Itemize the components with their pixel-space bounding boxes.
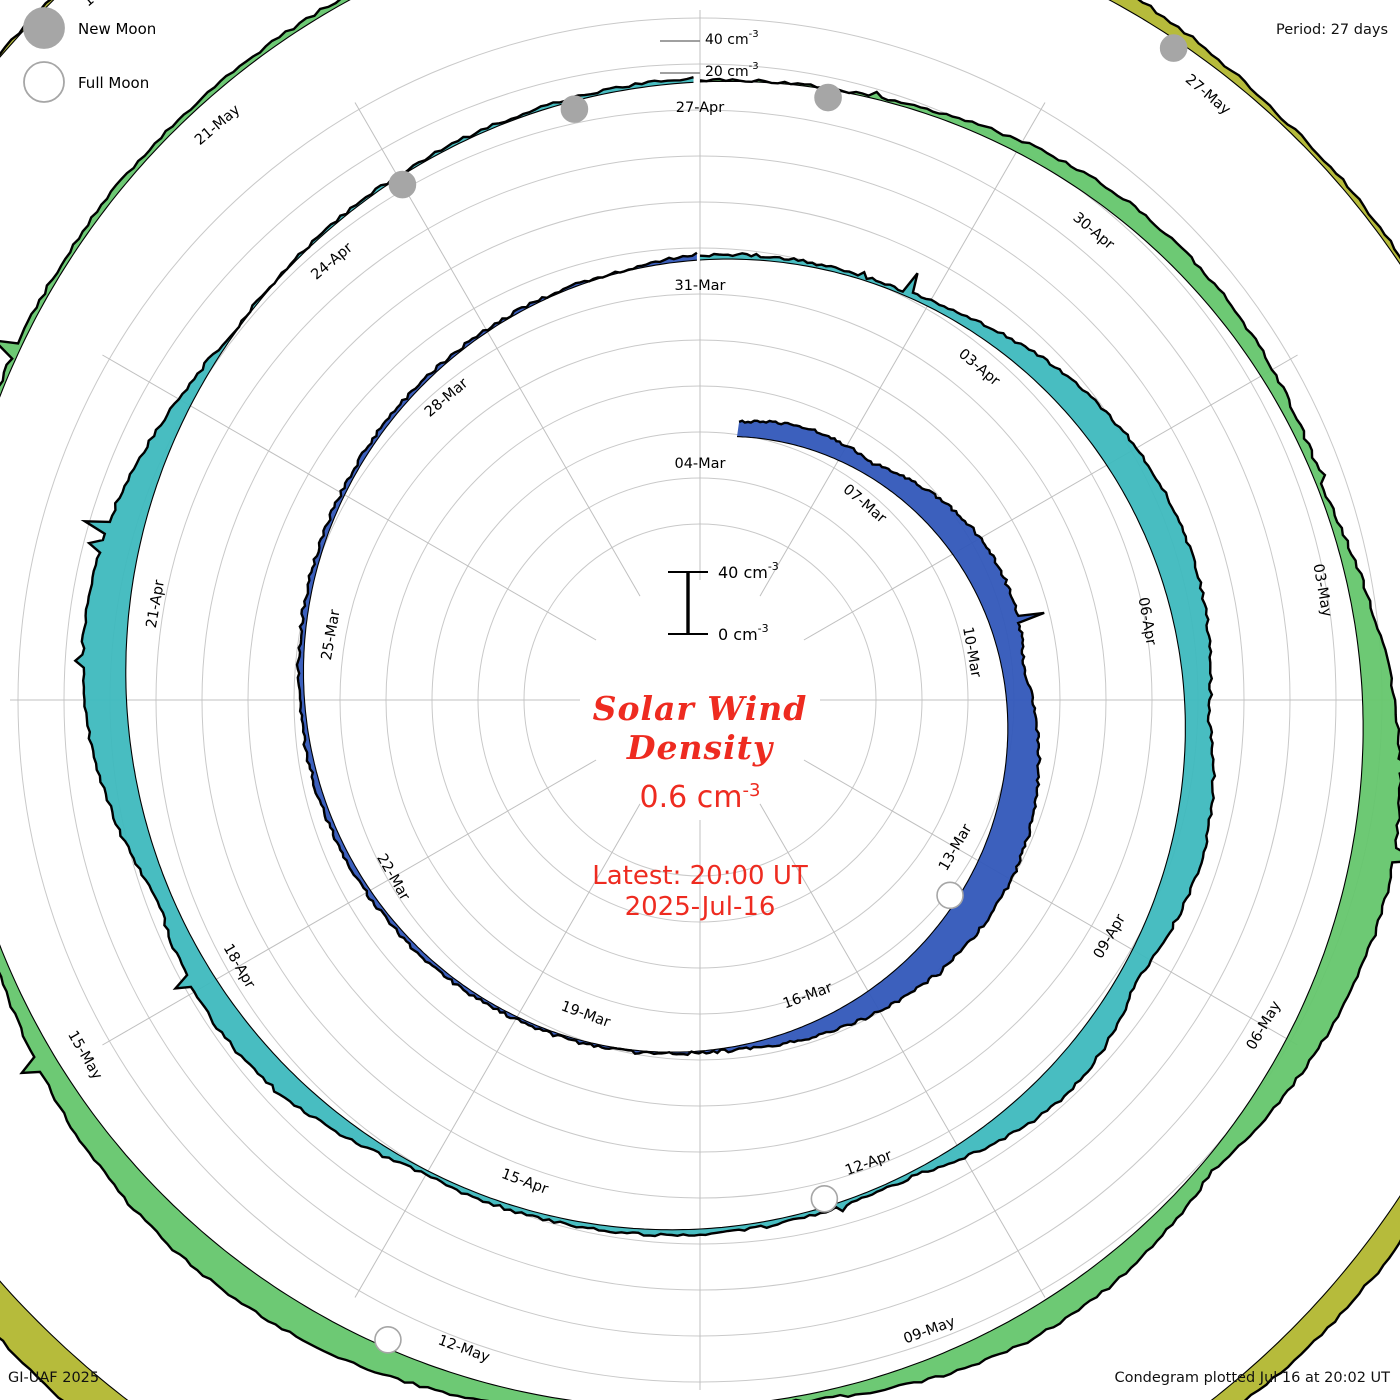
chart-title-line1: Solar Wind xyxy=(592,689,808,728)
latest-time: Latest: 20:00 UT xyxy=(592,861,808,892)
date-label: 03-Apr xyxy=(955,346,1002,389)
chart-title-line2: Density xyxy=(626,727,774,767)
density-outline-turn-0 xyxy=(295,251,1045,1057)
date-label: 27-Apr xyxy=(676,100,724,116)
date-label: 27-May xyxy=(1182,72,1234,119)
full-moon-icon xyxy=(23,61,65,103)
date-label: 15-May xyxy=(64,1028,105,1083)
density-baseline-turn-2 xyxy=(0,0,1364,1400)
date-label: 31-Mar xyxy=(674,278,725,294)
date-label: 25-Mar xyxy=(319,608,344,661)
date-label: 16-Mar xyxy=(781,980,834,1013)
radial-axis-labels: 40 cm-3 20 cm-3 xyxy=(660,29,759,80)
period-label: Period: 27 days xyxy=(1276,22,1388,38)
moon-markers xyxy=(374,34,1188,1354)
density-baseline-turn-0 xyxy=(302,259,1009,1053)
latest-date: 2025-Jul-16 xyxy=(624,891,776,922)
angular-gridlines xyxy=(10,10,1390,1390)
date-label: 12-Apr xyxy=(843,1148,894,1180)
new-moon-legend-label: New Moon xyxy=(78,20,156,38)
date-label: 24-Apr xyxy=(308,240,355,283)
full-moon-marker xyxy=(936,881,964,910)
radial-axis-tick-label: 20 cm-3 xyxy=(705,61,759,80)
new-moon-marker xyxy=(560,95,589,123)
full-moon-marker xyxy=(810,1185,839,1213)
date-label: 04-Mar xyxy=(674,456,725,472)
date-label: 09-Apr xyxy=(1091,912,1129,962)
center-readout: Solar Wind Density 0.6 cm-3 Latest: 20:0… xyxy=(440,689,960,923)
date-label: 15-Apr xyxy=(499,1166,550,1198)
date-label: 19-Mar xyxy=(559,998,612,1031)
new-moon-marker xyxy=(388,170,417,199)
scale-bar-label: 0 cm-3 xyxy=(718,622,769,644)
date-label: 30-Apr xyxy=(1070,210,1117,253)
current-value: 0.6 cm-3 xyxy=(440,780,960,815)
chart-title: Solar Wind Density xyxy=(440,689,960,768)
scale-bar: 40 cm-3 0 cm-3 xyxy=(668,560,779,644)
new-moon-icon xyxy=(23,7,65,49)
density-outline-turn-1 xyxy=(73,76,1217,1238)
credit-label: GI-UAF 2025 xyxy=(8,1370,100,1386)
date-label: 22-Mar xyxy=(373,851,412,903)
date-label: 10-Mar xyxy=(959,626,984,679)
date-label: 06-May xyxy=(1244,998,1285,1053)
density-fill-turn-0 xyxy=(297,252,1045,1055)
new-moon-marker xyxy=(814,83,842,112)
scale-bar-label: 40 cm-3 xyxy=(718,560,779,582)
date-label: 03-May xyxy=(1309,563,1334,619)
density-baseline-turn-1 xyxy=(125,81,1186,1231)
current-value-number: 0.6 cm xyxy=(639,779,743,815)
date-label: 17-Jun xyxy=(80,0,126,10)
date-label: 21-May xyxy=(192,102,244,149)
radial-axis-tick-label: 40 cm-3 xyxy=(705,29,759,48)
new-moon-marker xyxy=(1159,34,1188,62)
full-moon-legend-label: Full Moon xyxy=(78,74,149,92)
full-moon-marker xyxy=(374,1326,402,1354)
moon-phase-legend: New Moon Full Moon xyxy=(23,7,156,103)
plotted-timestamp: Condegram plotted Jul 16 at 20:02 UT xyxy=(1114,1370,1390,1386)
date-label: 06-Apr xyxy=(1135,596,1159,647)
date-label: 12-May xyxy=(436,1333,492,1367)
current-value-exponent: -3 xyxy=(742,779,761,801)
